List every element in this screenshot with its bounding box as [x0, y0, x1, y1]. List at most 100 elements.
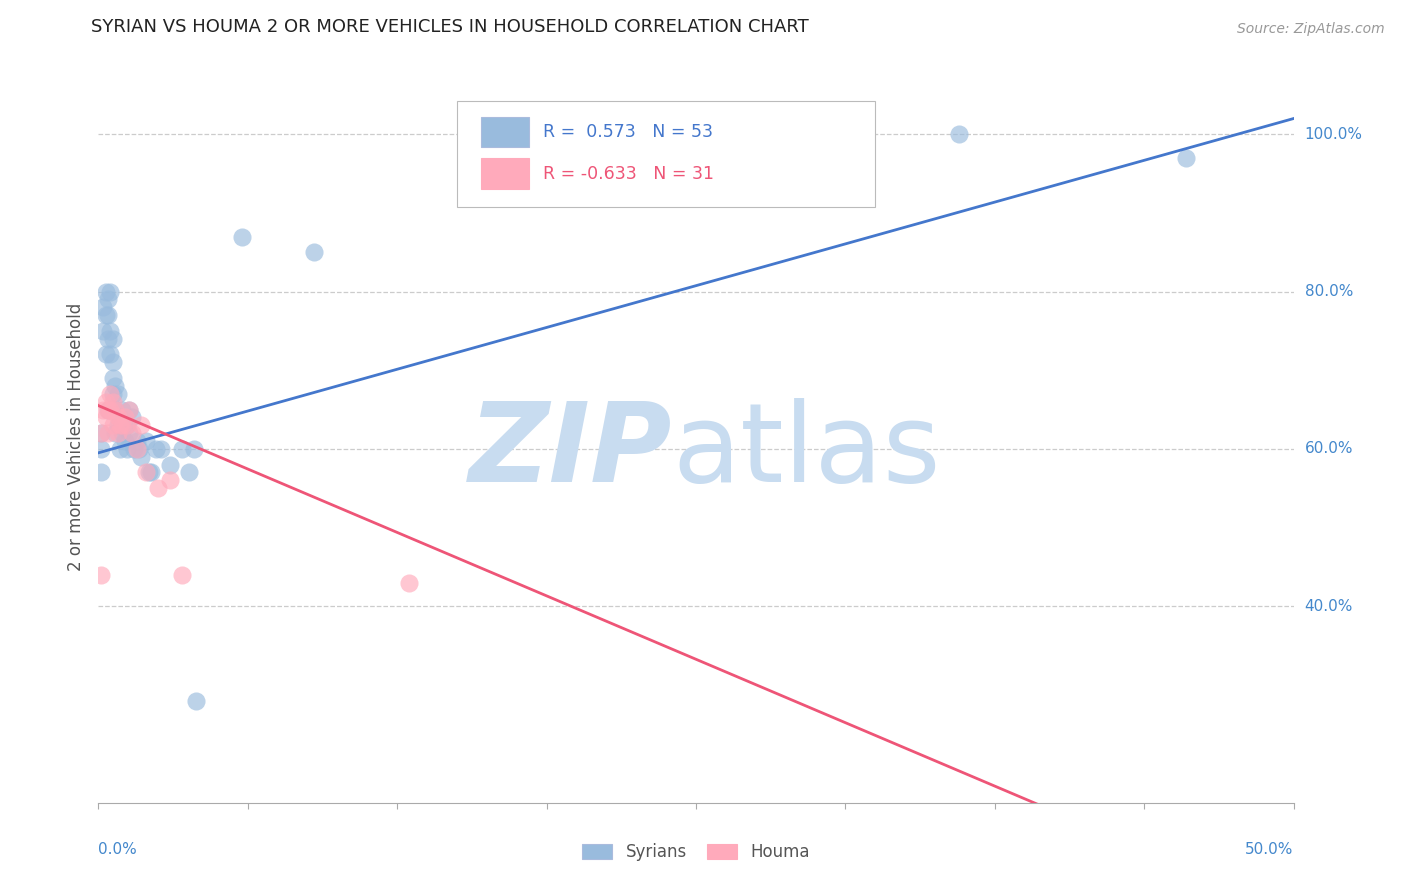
Point	[111, 402, 134, 417]
Point	[131, 418, 153, 433]
Point	[118, 402, 141, 417]
Point	[186, 693, 208, 707]
Point	[90, 426, 112, 441]
Point	[107, 387, 129, 401]
Point	[135, 434, 157, 448]
Point	[172, 442, 194, 456]
Point	[94, 410, 117, 425]
Point	[91, 402, 114, 417]
Point	[159, 458, 181, 472]
Point	[118, 402, 141, 417]
Text: 100.0%: 100.0%	[1305, 127, 1362, 142]
Text: SYRIAN VS HOUMA 2 OR MORE VEHICLES IN HOUSEHOLD CORRELATION CHART: SYRIAN VS HOUMA 2 OR MORE VEHICLES IN HO…	[91, 18, 808, 36]
Text: R = -0.633   N = 31: R = -0.633 N = 31	[543, 165, 714, 183]
Point	[97, 308, 120, 322]
Point	[98, 347, 122, 361]
Point	[90, 466, 112, 480]
Point	[94, 347, 117, 361]
Bar	[481, 117, 529, 147]
Point	[183, 442, 205, 456]
Text: atlas: atlas	[672, 398, 941, 505]
Point	[108, 410, 131, 425]
Point	[90, 442, 112, 456]
Point	[179, 466, 201, 480]
Point	[125, 434, 148, 448]
Point	[139, 466, 162, 480]
Point	[145, 442, 167, 456]
Point	[94, 308, 117, 322]
Point	[131, 450, 153, 464]
Point	[98, 285, 122, 299]
Point	[104, 402, 127, 417]
Text: Source: ZipAtlas.com: Source: ZipAtlas.com	[1237, 21, 1385, 36]
Point	[114, 410, 136, 425]
Point	[1080, 843, 1102, 857]
Point	[302, 245, 325, 260]
Point	[90, 426, 112, 441]
Legend: Syrians, Houma: Syrians, Houma	[575, 837, 817, 868]
Point	[172, 567, 194, 582]
Point	[108, 418, 131, 433]
Point	[98, 387, 122, 401]
Point	[948, 128, 970, 142]
Point	[111, 426, 134, 441]
Point	[398, 575, 420, 590]
Point	[97, 402, 120, 417]
Point	[111, 418, 134, 433]
Point	[97, 293, 120, 307]
Text: 60.0%: 60.0%	[1305, 442, 1353, 457]
Point	[101, 387, 124, 401]
Point	[107, 418, 129, 433]
Point	[115, 442, 138, 456]
Point	[121, 426, 143, 441]
Bar	[481, 159, 529, 189]
Point	[98, 324, 122, 338]
Point	[101, 355, 124, 369]
Point	[149, 442, 172, 456]
Point	[97, 402, 120, 417]
Point	[111, 418, 134, 433]
Point	[159, 473, 181, 487]
Point	[101, 371, 124, 385]
Point	[94, 285, 117, 299]
Point	[108, 442, 131, 456]
Point	[118, 426, 141, 441]
Point	[104, 402, 127, 417]
Point	[90, 567, 112, 582]
Point	[97, 332, 120, 346]
Point	[107, 410, 129, 425]
Point	[1019, 843, 1042, 857]
Point	[107, 426, 129, 441]
Point	[101, 332, 124, 346]
Point	[97, 426, 120, 441]
Text: 50.0%: 50.0%	[1246, 842, 1294, 856]
Point	[1175, 151, 1198, 165]
Point	[1128, 874, 1150, 888]
Point	[94, 394, 117, 409]
Point	[101, 394, 124, 409]
Point	[104, 379, 127, 393]
Point	[101, 418, 124, 433]
Point	[138, 466, 160, 480]
Point	[125, 442, 148, 456]
Text: 0.0%: 0.0%	[98, 842, 138, 856]
Point	[104, 426, 127, 441]
FancyBboxPatch shape	[457, 101, 876, 207]
Text: 80.0%: 80.0%	[1305, 284, 1353, 299]
Point	[98, 402, 122, 417]
Point	[115, 418, 138, 433]
Y-axis label: 2 or more Vehicles in Household: 2 or more Vehicles in Household	[66, 303, 84, 571]
Point	[124, 442, 146, 456]
Text: ZIP: ZIP	[468, 398, 672, 505]
Point	[135, 466, 157, 480]
Point	[91, 324, 114, 338]
Point	[114, 434, 136, 448]
Point	[91, 301, 114, 315]
Point	[128, 442, 150, 456]
Text: 40.0%: 40.0%	[1305, 599, 1353, 614]
Text: R =  0.573   N = 53: R = 0.573 N = 53	[543, 123, 713, 141]
Point	[121, 410, 143, 425]
Point	[148, 481, 170, 495]
Point	[115, 418, 138, 433]
Point	[231, 229, 253, 244]
